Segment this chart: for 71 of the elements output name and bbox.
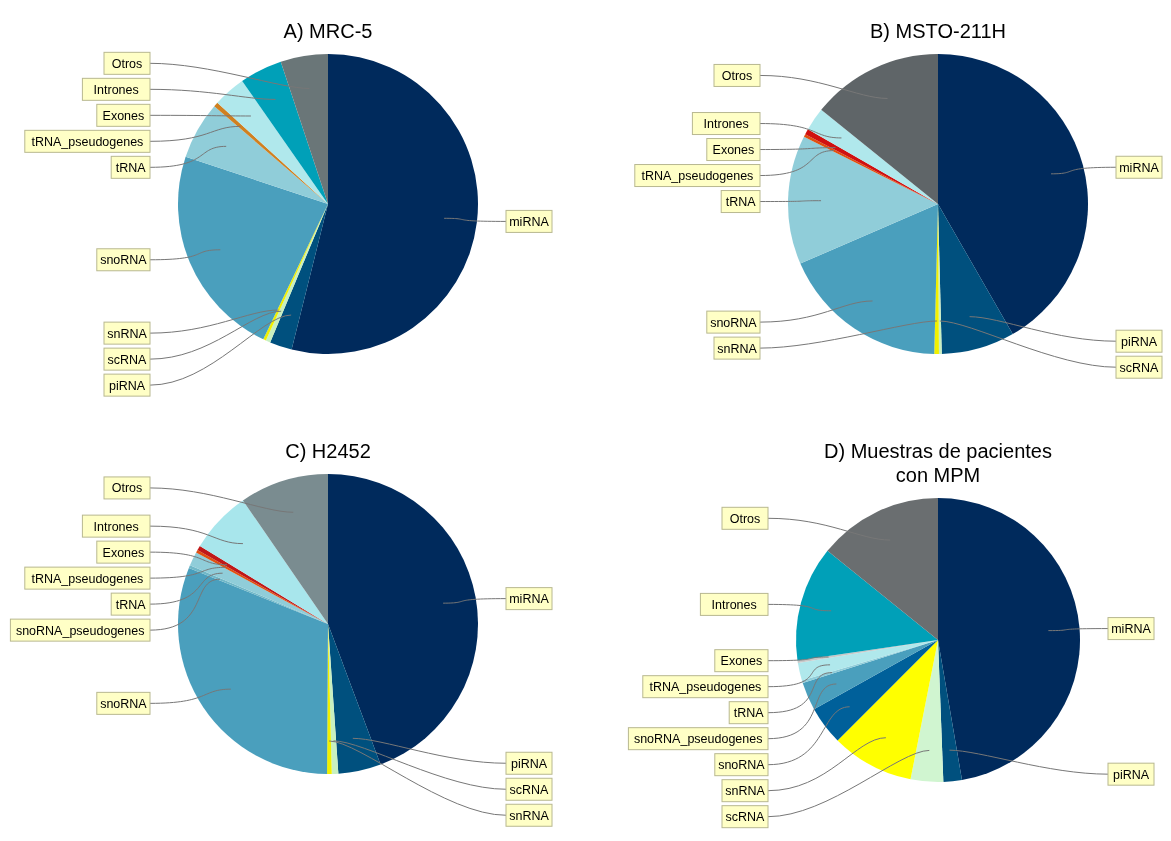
pie-slice <box>185 106 328 204</box>
slice-label: tRNA <box>725 195 757 210</box>
slice-label: tRNA <box>733 706 765 721</box>
slice-label: miRNA <box>1119 160 1160 175</box>
slice-label: snoRNA <box>710 315 758 330</box>
slice-label: piRNA <box>1120 334 1158 349</box>
slice-label: tRNA_pseudogenes <box>641 169 754 184</box>
slice-label: Intrones <box>711 597 757 612</box>
pie-slice <box>242 474 328 624</box>
slice-label: Intrones <box>703 117 749 132</box>
slice-label: Exones <box>720 654 763 669</box>
pie-slice <box>280 54 328 204</box>
pie-slice <box>796 550 938 661</box>
slice-label: scRNA <box>1119 360 1160 375</box>
slice-label: tRNA_pseudogenes <box>31 571 144 586</box>
slice-label: snoRNA <box>718 758 766 773</box>
slice-label: snoRNA_pseudogenes <box>633 732 763 747</box>
pie-slice <box>788 136 938 264</box>
slice-label: snoRNA_pseudogenes <box>15 623 145 638</box>
slice-label: snoRNA <box>100 696 148 711</box>
slice-label: snoRNA <box>100 253 148 268</box>
slice-label: snRNA <box>509 808 550 823</box>
slice-label: Otros <box>111 56 143 71</box>
pie-slice <box>837 640 938 780</box>
pie-slice <box>328 474 478 765</box>
pie-slice <box>800 204 938 354</box>
slice-label: miRNA <box>509 592 550 607</box>
slice-label: tRNA_pseudogenes <box>31 134 144 149</box>
pie-slice <box>814 640 938 741</box>
slice-label: Exones <box>102 545 145 560</box>
slice-label: snRNA <box>725 784 766 799</box>
slice-label: Otros <box>729 511 761 526</box>
pie-slice <box>807 109 938 204</box>
slice-label: Otros <box>721 68 753 83</box>
pie-slice <box>217 81 328 204</box>
pie-slice <box>821 54 938 204</box>
pie-slice <box>178 156 328 340</box>
pie-slice <box>291 54 478 354</box>
slice-label: snRNA <box>717 341 758 356</box>
slice-label: Intrones <box>93 519 139 534</box>
slice-label: piRNA <box>1112 767 1150 782</box>
slice-label: tRNA <box>115 160 147 175</box>
slice-label: Exones <box>102 108 145 123</box>
slice-label: scRNA <box>107 352 148 367</box>
chart-title: B) MSTO-211H <box>870 20 1006 42</box>
slice-label: Intrones <box>93 82 139 97</box>
slice-label: tRNA_pseudogenes <box>649 680 762 695</box>
pie-slice <box>242 61 328 204</box>
chart-title: C) H2452 <box>285 440 371 462</box>
slice-label: Exones <box>712 143 755 158</box>
slice-label: snRNA <box>107 326 148 341</box>
slice-label: scRNA <box>509 782 550 797</box>
chart-title: A) MRC-5 <box>283 20 373 42</box>
pie-slice <box>938 204 1013 354</box>
pie-slice <box>938 640 962 782</box>
pie-slice <box>938 498 1080 780</box>
chart-title: D) Muestras de pacientes con MPM <box>824 440 1052 486</box>
slice-label: Otros <box>111 481 143 496</box>
pie-slice <box>938 54 1088 335</box>
pie-slice <box>178 567 328 774</box>
pie-slice <box>827 498 938 640</box>
slice-label: tRNA <box>115 597 147 612</box>
pie-slice <box>328 624 381 774</box>
slice-label: scRNA <box>725 810 766 825</box>
pie-slice <box>910 640 944 782</box>
slice-label: miRNA <box>509 214 550 229</box>
pie-slice <box>199 500 328 624</box>
slice-label: miRNA <box>1111 622 1152 637</box>
slice-label: piRNA <box>108 378 146 393</box>
slice-label: piRNA <box>510 756 548 771</box>
pie-slice <box>802 640 938 710</box>
